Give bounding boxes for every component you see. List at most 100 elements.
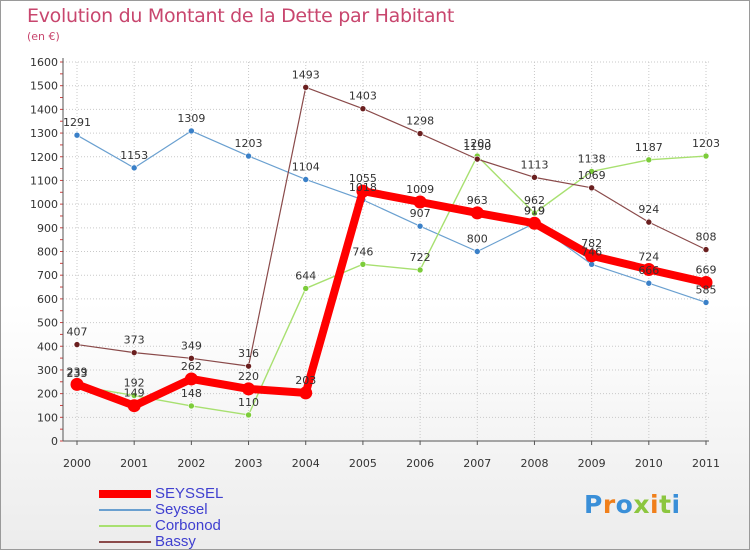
- data-label-corbonod: 110: [238, 396, 259, 409]
- data-label-seyssel: 203: [295, 374, 316, 387]
- data-label-corbonod: 722: [410, 251, 431, 264]
- data-label-seyssel: 666: [638, 264, 659, 277]
- y-tick-label: 600: [37, 293, 58, 306]
- data-labels: 1291 1153 1309 1203 1104 1018 907 800 919 746 666 5…: [63, 68, 720, 409]
- legend: SEYSSEL Seyssel Corbonod Bassy: [99, 486, 223, 550]
- data-label-seyssel: 919: [524, 204, 545, 217]
- data-label-seyssel: 919: [524, 204, 545, 217]
- y-tick-label: 200: [37, 388, 58, 401]
- y-tick-label: 0: [51, 435, 58, 448]
- y-tick-label: 700: [37, 269, 58, 282]
- data-label-corbonod: 233: [67, 367, 88, 380]
- data-point-seyssel: [188, 127, 195, 135]
- series-line-seyssel: [73, 187, 710, 410]
- data-point-bassy: [531, 174, 538, 181]
- data-point-seyssel: [473, 248, 481, 255]
- data-label-corbonod: 1203: [692, 137, 720, 150]
- legend-label: Corbonod: [155, 517, 221, 534]
- data-label-corbonod: 192: [124, 377, 145, 390]
- series-line-seyssel: [76, 130, 707, 304]
- series-lines: [70, 84, 713, 419]
- data-label-seyssel: 1009: [406, 183, 434, 196]
- data-point-seyssel: [470, 206, 484, 220]
- chart-title: Evolution du Montant de la Dette par Hab…: [27, 5, 455, 27]
- axes: 0 100 200 300 400 500 600 700 800 900 1000 1100 1200…: [30, 56, 720, 470]
- x-tick-label: 2006: [406, 457, 434, 470]
- data-point-seyssel: [416, 222, 424, 230]
- data-point-seyssel: [356, 184, 370, 198]
- data-label-corbonod: 962: [524, 194, 545, 207]
- data-label-seyssel: 782: [581, 237, 602, 250]
- logo-letter: x: [633, 490, 650, 519]
- data-label-corbonod: 1187: [635, 141, 663, 154]
- data-label-bassy: 349: [181, 339, 202, 352]
- data-point-seyssel: [70, 377, 84, 391]
- legend-label: SEYSSEL: [155, 485, 224, 502]
- data-point-seyssel: [245, 152, 252, 160]
- x-tick-label: 2003: [235, 457, 263, 470]
- data-label-bassy: 808: [696, 231, 717, 244]
- y-tick-label: 500: [37, 317, 58, 330]
- data-point-seyssel: [73, 131, 81, 139]
- data-point-bassy: [73, 341, 81, 348]
- data-label-seyssel: 1104: [292, 160, 320, 173]
- data-label-bassy: 1403: [349, 90, 377, 103]
- data-point-corbonod: [130, 392, 138, 399]
- data-point-seyssel: [242, 382, 256, 396]
- y-tick-label: 1000: [30, 198, 58, 211]
- y-tick-label: 1100: [30, 174, 58, 187]
- data-label-seyssel: 1309: [177, 112, 205, 125]
- x-tick-label: 2009: [578, 457, 606, 470]
- data-label-corbonod: 148: [181, 387, 202, 400]
- y-tick-label: 1300: [30, 127, 58, 140]
- series-line-bassy: [76, 86, 707, 367]
- data-point-bassy: [245, 362, 252, 370]
- y-tick-label: 1400: [30, 103, 58, 116]
- data-point-seyssel: [299, 386, 313, 400]
- y-tick-label: 100: [37, 411, 58, 424]
- legend-item-corbonod: Corbonod: [99, 518, 223, 534]
- logo-letter: i: [671, 490, 681, 519]
- x-tick-label: 2007: [463, 457, 491, 470]
- data-label-seyssel: 1055: [349, 172, 377, 185]
- x-tick-label: 2010: [635, 457, 663, 470]
- data-label-bassy: 1190: [463, 140, 491, 153]
- logo-letter: i: [650, 490, 660, 519]
- series-line-corbonod: [76, 155, 707, 416]
- logo-letter: o: [615, 490, 634, 519]
- y-tick-label: 800: [37, 246, 58, 259]
- data-label-seyssel: 1018: [349, 181, 377, 194]
- proxiti-logo: Proxiti: [584, 490, 681, 519]
- data-label-bassy: 316: [238, 347, 259, 360]
- data-label-corbonod: 1138: [578, 152, 606, 165]
- y-tick-label: 400: [37, 340, 58, 353]
- legend-swatch: [99, 509, 151, 511]
- data-label-seyssel: 669: [696, 264, 717, 277]
- data-point-bassy: [702, 246, 710, 253]
- data-point-seyssel: [702, 299, 710, 306]
- data-label-seyssel: 746: [581, 245, 602, 258]
- data-label-seyssel: 907: [410, 207, 431, 220]
- x-tick-label: 2002: [177, 457, 205, 470]
- data-point-bassy: [188, 355, 195, 362]
- data-point-bassy: [473, 155, 481, 163]
- data-point-seyssel: [699, 276, 713, 290]
- legend-item-bassy: Bassy: [99, 534, 223, 550]
- data-label-bassy: 1113: [520, 158, 548, 171]
- legend-item-seyssel: Seyssel: [99, 502, 223, 518]
- data-point-corbonod: [702, 152, 710, 160]
- x-tick-label: 2000: [63, 457, 91, 470]
- data-label-seyssel: 1291: [63, 116, 91, 129]
- logo-letter: t: [659, 490, 672, 519]
- data-point-seyssel: [184, 372, 198, 386]
- data-point-corbonod: [645, 156, 653, 164]
- data-point-bassy: [645, 218, 653, 226]
- data-point-seyssel: [127, 399, 141, 413]
- data-label-bassy: 1493: [292, 68, 320, 81]
- data-label-seyssel: 963: [467, 194, 488, 207]
- data-point-corbonod: [416, 266, 424, 274]
- data-label-seyssel: 1153: [120, 149, 148, 162]
- x-tick-label: 2004: [292, 457, 320, 470]
